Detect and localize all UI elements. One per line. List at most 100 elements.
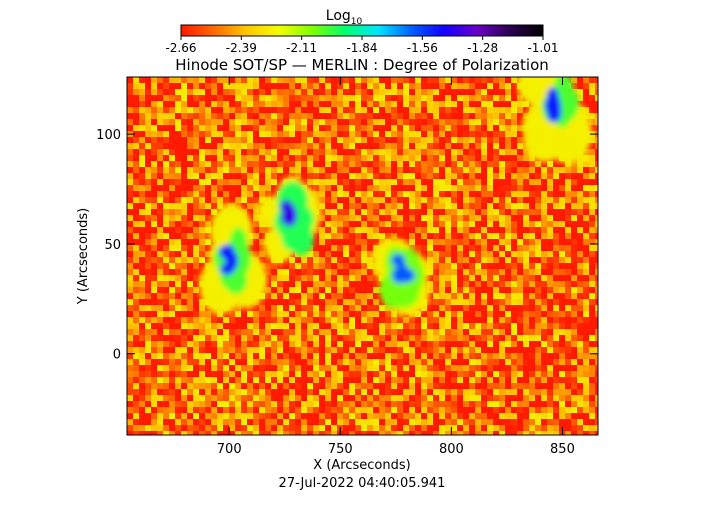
heatmap-cell: [553, 359, 559, 365]
heatmap-cell: [595, 209, 598, 215]
heatmap-cell: [145, 179, 151, 185]
heatmap-cell: [445, 371, 451, 377]
heatmap-cell: [181, 125, 187, 131]
heatmap-cell: [187, 77, 193, 83]
heatmap-cell: [307, 377, 313, 383]
heatmap-cell: [193, 299, 199, 305]
heatmap-cell: [439, 347, 445, 353]
heatmap-cell: [373, 167, 379, 173]
heatmap-cell: [145, 383, 151, 389]
heatmap-cell: [373, 407, 379, 413]
heatmap-cell: [283, 365, 289, 371]
heatmap-cell: [439, 425, 445, 431]
heatmap-cell: [517, 245, 523, 251]
heatmap-cell: [139, 209, 145, 215]
heatmap-cell: [577, 257, 583, 263]
heatmap-cell: [331, 311, 337, 317]
heatmap-cell: [577, 359, 583, 365]
heatmap-cell: [589, 83, 595, 89]
heatmap-cell: [391, 365, 397, 371]
heatmap-cell: [157, 179, 163, 185]
heatmap-cell: [403, 191, 409, 197]
heatmap-cell: [157, 311, 163, 317]
heatmap-cell: [457, 215, 463, 221]
heatmap-cell: [547, 401, 553, 407]
heatmap-cell: [277, 305, 283, 311]
heatmap-cell: [559, 197, 565, 203]
heatmap-cell: [403, 125, 409, 131]
heatmap-cell: [445, 125, 451, 131]
heatmap-cell: [169, 179, 175, 185]
heatmap-cell: [469, 77, 475, 83]
heatmap-cell: [361, 323, 367, 329]
heatmap-cell: [193, 257, 199, 263]
heatmap-cell: [295, 101, 301, 107]
heatmap-cell: [343, 101, 349, 107]
heatmap-cell: [595, 191, 598, 197]
heatmap-cell: [235, 125, 241, 131]
heatmap-cell: [217, 179, 223, 185]
heatmap-cell: [397, 341, 403, 347]
heatmap-cell: [205, 161, 211, 167]
heatmap-cell: [325, 143, 331, 149]
heatmap-cell: [133, 185, 139, 191]
heatmap-cell: [439, 335, 445, 341]
heatmap-cell: [445, 131, 451, 137]
heatmap-cell: [589, 203, 595, 209]
heatmap-cell: [541, 335, 547, 341]
heatmap-cell: [319, 167, 325, 173]
heatmap-cell: [547, 275, 553, 281]
heatmap-cell: [283, 425, 289, 431]
heatmap-cell: [253, 245, 259, 251]
heatmap-cell: [241, 323, 247, 329]
heatmap-cell: [133, 431, 139, 435]
heatmap-cell: [397, 185, 403, 191]
heatmap-cell: [157, 305, 163, 311]
heatmap-cell: [577, 173, 583, 179]
heatmap-cell: [373, 299, 379, 305]
heatmap-cell: [343, 425, 349, 431]
heatmap-cell: [541, 329, 547, 335]
heatmap-cell: [427, 155, 433, 161]
heatmap-cell: [499, 365, 505, 371]
heatmap-cell: [487, 335, 493, 341]
heatmap-cell: [205, 89, 211, 95]
heatmap-cell: [325, 125, 331, 131]
heatmap-cell: [385, 131, 391, 137]
heatmap-cell: [193, 275, 199, 281]
heatmap-cell: [157, 197, 163, 203]
heatmap-cell: [271, 413, 277, 419]
heatmap-cell: [193, 359, 199, 365]
heatmap-cell: [577, 203, 583, 209]
heatmap-cell: [523, 263, 529, 269]
heatmap-cell: [247, 83, 253, 89]
heatmap-cell: [289, 281, 295, 287]
heatmap-cell: [301, 77, 307, 83]
heatmap-cell: [463, 149, 469, 155]
heatmap-cell: [535, 257, 541, 263]
heatmap-cell: [265, 137, 271, 143]
heatmap-cell: [337, 185, 343, 191]
heatmap-cell: [313, 401, 319, 407]
heatmap-cell: [301, 383, 307, 389]
heatmap-cell: [439, 419, 445, 425]
heatmap-cell: [145, 167, 151, 173]
heatmap-cell: [589, 77, 595, 83]
heatmap-cell: [427, 353, 433, 359]
heatmap-cell: [421, 149, 427, 155]
heatmap-cell: [583, 107, 589, 113]
heatmap-cell: [433, 101, 439, 107]
heatmap-cell: [385, 191, 391, 197]
heatmap-cell: [301, 305, 307, 311]
heatmap-cell: [445, 311, 451, 317]
heatmap-cell: [379, 77, 385, 83]
heatmap-cell: [577, 191, 583, 197]
heatmap-cell: [175, 143, 181, 149]
heatmap-cell: [469, 95, 475, 101]
heatmap-cell: [223, 113, 229, 119]
heatmap-cell: [517, 257, 523, 263]
heatmap-cell: [583, 191, 589, 197]
heatmap-cell: [583, 383, 589, 389]
heatmap-cell: [499, 341, 505, 347]
heatmap-cell: [241, 77, 247, 83]
